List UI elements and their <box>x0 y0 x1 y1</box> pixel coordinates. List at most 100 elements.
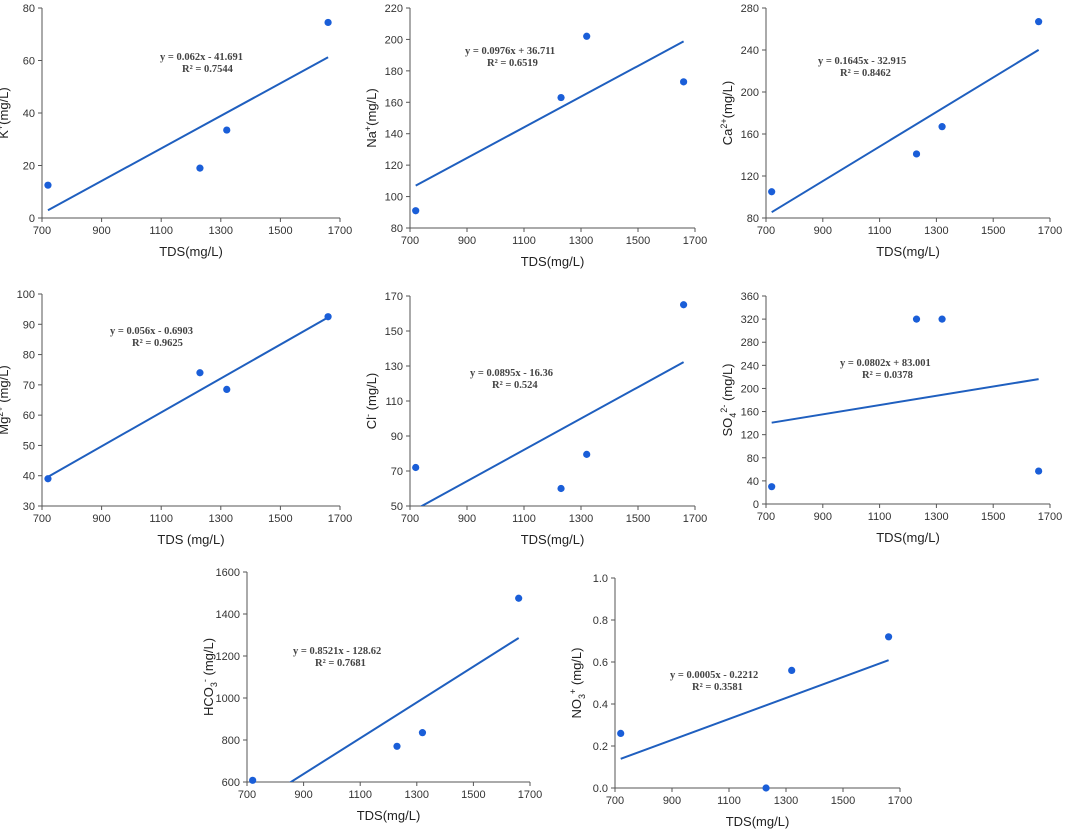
chart-cl: 700 900 1100 1300 1500 1700 50 70 90 110 130 150 170… <box>355 278 710 550</box>
y-label-unit: (mg/L) <box>201 638 216 679</box>
y-label-ion: SO <box>720 418 735 437</box>
x-tick-label: 900 <box>663 795 681 807</box>
y-tick-label: 200 <box>385 34 403 46</box>
y-tick-label: 600 <box>222 777 240 789</box>
y-tick-label: 110 <box>385 396 403 408</box>
data-point <box>418 729 427 737</box>
y-axis-label: Mg2+ (mg/L) <box>0 365 11 435</box>
x-tick-label: 1700 <box>683 513 707 525</box>
chart-k: 700 900 1100 1300 1500 1700 0 20 40 60 80 y = 0.062… <box>0 0 355 272</box>
x-tick-label: 1100 <box>868 225 892 237</box>
r-squared: R² = 0.524 <box>492 380 538 391</box>
y-label-unit: (mg/L) <box>569 648 584 689</box>
data-point <box>557 484 565 493</box>
y-tick-label: 160 <box>741 407 759 419</box>
x-tick-label: 1700 <box>888 795 912 807</box>
r-squared: R² = 0.9625 <box>132 338 183 349</box>
x-tick-label: 1500 <box>981 225 1005 237</box>
x-tick-label: 1700 <box>328 225 352 237</box>
x-tick-label: 1500 <box>981 511 1005 523</box>
data-point <box>1035 467 1043 475</box>
data-point <box>583 450 591 458</box>
data-point <box>44 181 52 189</box>
y-label-subscript: 3 <box>577 694 587 699</box>
y-label-unit: (mg/L) <box>0 87 11 125</box>
y-tick-label: 80 <box>23 350 35 362</box>
y-tick-label: 160 <box>385 97 403 109</box>
y-label-charge: + <box>0 125 5 130</box>
regression-equation: y = 0.1645x - 32.915 <box>818 56 906 67</box>
y-tick-label: 0 <box>753 499 759 511</box>
regression-equation: y = 0.0895x - 16.36 <box>470 368 553 379</box>
x-tick-label: 900 <box>814 511 832 523</box>
r-squared: R² = 0.7544 <box>182 64 234 75</box>
x-tick-label: 700 <box>238 789 256 801</box>
x-tick-label: 900 <box>458 235 476 247</box>
x-tick-label: 1300 <box>774 795 798 807</box>
y-label-ion: HCO <box>201 687 216 716</box>
data-point <box>938 123 946 131</box>
data-point <box>412 207 420 215</box>
x-tick-label: 1100 <box>512 235 536 247</box>
x-tick-label: 1100 <box>512 513 536 525</box>
data-point <box>196 369 204 377</box>
y-tick-label: 80 <box>23 3 35 15</box>
chart-svg: 700 900 1100 1300 1500 1700 80 100 120 140 160 180 2… <box>363 3 707 269</box>
y-tick-label: 90 <box>23 319 35 331</box>
y-tick-label: 0 <box>29 213 35 225</box>
x-tick-label: 1700 <box>683 235 707 247</box>
y-label-subscript: 3 <box>209 682 219 687</box>
y-tick-label: 130 <box>385 361 403 373</box>
trend-line <box>620 659 889 760</box>
x-tick-label: 1300 <box>405 789 429 801</box>
regression-equation: y = 0.056x - 0.6903 <box>110 326 193 337</box>
x-tick-label: 700 <box>757 225 775 237</box>
y-tick-label: 180 <box>385 66 403 78</box>
y-tick-label: 40 <box>747 476 759 488</box>
y-label-charge: - <box>200 679 210 682</box>
y-tick-label: 90 <box>391 431 403 443</box>
data-point <box>223 126 231 134</box>
y-label-charge: 2- <box>719 405 729 413</box>
x-tick-label: 1300 <box>924 225 948 237</box>
y-tick-label: 200 <box>741 87 759 99</box>
y-label-subscript: 4 <box>728 413 738 418</box>
x-tick-label: 900 <box>92 513 110 525</box>
data-point <box>768 483 776 491</box>
x-tick-label: 700 <box>606 795 624 807</box>
data-point <box>196 164 204 172</box>
y-tick-label: 50 <box>23 440 35 452</box>
trend-line <box>771 48 1040 214</box>
x-tick-label: 1100 <box>348 789 372 801</box>
y-label-unit: (mg/L) <box>720 81 735 119</box>
y-tick-label: 30 <box>23 501 35 513</box>
y-tick-label: 140 <box>385 129 403 141</box>
x-tick-label: 1300 <box>569 513 593 525</box>
x-axis-label: TDS (mg/L) <box>157 532 224 547</box>
regression-equation: y = 0.0976x + 36.711 <box>465 46 555 57</box>
x-axis-label: TDS(mg/L) <box>521 254 585 269</box>
y-axis-label: Ca2+(mg/L) <box>719 81 735 145</box>
x-tick-label: 900 <box>92 225 110 237</box>
x-axis-label: TDS(mg/L) <box>876 244 940 259</box>
x-axis-label: TDS(mg/L) <box>876 530 940 545</box>
chart-svg: 700 900 1100 1300 1500 1700 30 40 50 60 70 80 90 100 y… <box>0 289 352 547</box>
data-point <box>44 475 52 483</box>
y-tick-label: 240 <box>741 360 759 372</box>
x-tick-label: 1300 <box>569 235 593 247</box>
x-tick-label: 1100 <box>149 513 173 525</box>
x-axis-label: TDS(mg/L) <box>726 814 790 829</box>
y-label-charge: + <box>363 126 373 131</box>
x-tick-label: 900 <box>458 513 476 525</box>
y-tick-label: 20 <box>23 161 35 173</box>
y-tick-label: 0.4 <box>593 699 608 711</box>
x-tick-label: 1500 <box>268 513 292 525</box>
r-squared: R² = 0.6519 <box>487 58 538 69</box>
regression-equation: y = 0.0005x - 0.2212 <box>670 670 758 681</box>
trend-line <box>47 316 329 478</box>
x-tick-label: 700 <box>757 511 775 523</box>
data-point <box>912 315 921 323</box>
x-tick-label: 1500 <box>626 235 650 247</box>
x-tick-label: 1500 <box>268 225 292 237</box>
chart-svg: 700 900 1100 1300 1500 1700 0.0 0.2 0.4 0.6 0.8 1.0… <box>568 573 912 829</box>
